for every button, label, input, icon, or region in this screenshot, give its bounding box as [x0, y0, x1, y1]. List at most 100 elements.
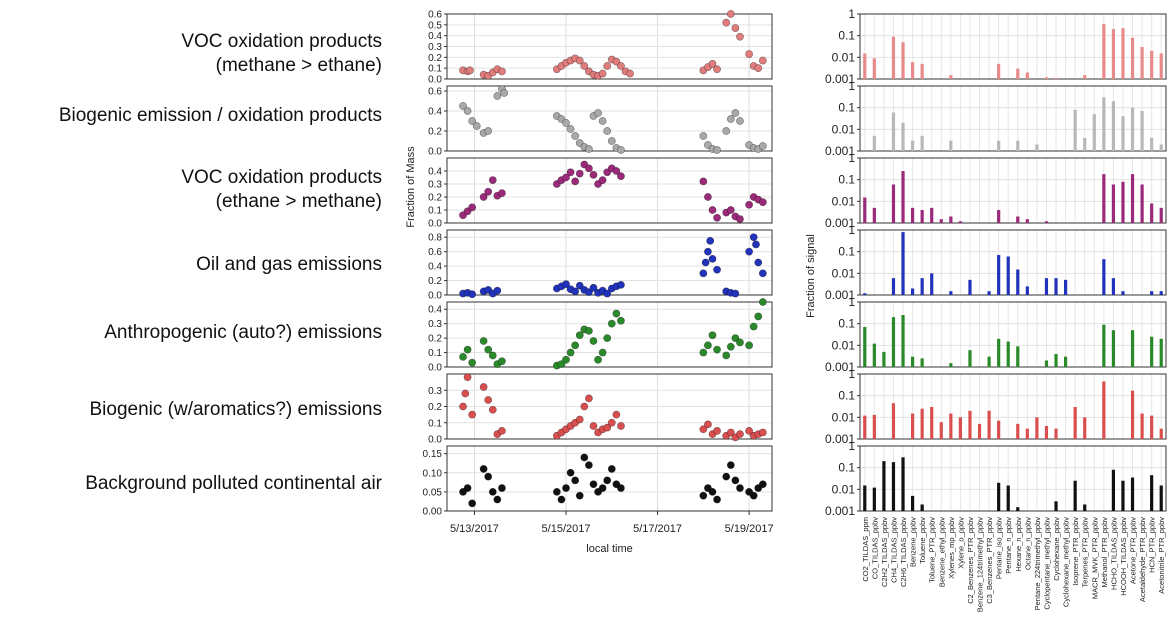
data-point: [557, 360, 566, 369]
bar: [1054, 78, 1058, 79]
data-point: [459, 102, 467, 110]
bar: [910, 288, 915, 295]
data-point: [575, 281, 584, 290]
data-point: [708, 206, 717, 214]
bar: [1044, 278, 1049, 295]
data-point: [468, 358, 477, 367]
data-point: [713, 345, 721, 354]
bar: [1025, 428, 1029, 439]
factor-label-6: Biogenic (w/aromatics?) emissions: [2, 398, 383, 422]
factor-label-line: (methane > ethane): [215, 55, 382, 76]
bar-y-tick-label: 0.01: [832, 338, 856, 352]
bar: [949, 363, 953, 367]
y-tick-label: 0.05: [423, 487, 443, 498]
data-point: [498, 357, 506, 366]
ts-panel-frame: [446, 445, 773, 512]
data-point: [701, 258, 710, 267]
bar: [949, 140, 953, 151]
y-tick-label: 0.4: [428, 107, 442, 118]
data-point: [736, 484, 744, 492]
category-label: Pentane_224trimethyl_ppbv: [1033, 517, 1042, 611]
bar: [1111, 330, 1116, 367]
data-point: [749, 322, 758, 331]
data-point: [498, 189, 506, 197]
y-tick-label: 0.3: [428, 42, 442, 53]
bar: [1044, 360, 1049, 367]
data-point: [704, 247, 712, 256]
bar: [1102, 259, 1106, 295]
bar: [997, 209, 1001, 223]
data-point: [589, 283, 598, 292]
bar: [1092, 114, 1096, 151]
category-label: CH4_TILDAS_ppbv: [889, 517, 898, 583]
bar: [1140, 413, 1144, 439]
data-point: [571, 132, 580, 140]
bar: [939, 422, 943, 439]
bar: [949, 75, 953, 79]
factor-label-line: Biogenic (w/aromatics?) emissions: [89, 399, 383, 420]
y-tick-label: 0.2: [428, 127, 442, 138]
bar: [910, 413, 915, 439]
bar: [1083, 75, 1087, 79]
bar: [901, 171, 905, 223]
bar: [1140, 111, 1144, 151]
data-point: [562, 280, 570, 289]
category-label: Cyclopentane_methyl_ppbv: [1042, 517, 1051, 610]
data-point: [498, 484, 506, 492]
data-point: [607, 319, 616, 328]
data-point: [589, 480, 598, 489]
data-point: [562, 173, 570, 182]
data-point: [726, 115, 735, 123]
factor-label-line: VOC oxidation products: [181, 31, 382, 52]
bar: [1025, 286, 1029, 295]
bar-y-tick-label: 0.1: [838, 101, 855, 115]
bar: [1054, 428, 1058, 439]
bar: [1121, 291, 1125, 295]
data-point: [580, 453, 589, 462]
bar: [891, 462, 896, 511]
data-point: [571, 177, 580, 186]
data-point: [575, 169, 584, 178]
data-point: [562, 119, 570, 127]
bar: [891, 278, 896, 295]
ts-panel-frame: [446, 373, 773, 440]
category-label: Hexane_n_ppbv: [1014, 517, 1023, 572]
bar-y-tick-label: 0.001: [825, 72, 855, 86]
bar: [920, 358, 924, 367]
data-point: [463, 484, 472, 492]
data-point: [758, 480, 767, 489]
category-label: C2H6_TILDAS_ppbv: [899, 517, 908, 587]
bar-y-tick-label: 0.1: [838, 389, 855, 403]
data-point: [557, 495, 566, 504]
bar-y-tick-label: 0.01: [832, 482, 856, 496]
bar: [997, 63, 1001, 79]
factor-label-line: Anthropogenic (auto?) emissions: [104, 322, 382, 343]
bar: [920, 135, 924, 151]
bar-y-tick-label: 0.1: [838, 29, 855, 43]
data-point: [754, 64, 763, 73]
bar: [949, 413, 953, 439]
data-point: [617, 316, 625, 325]
data-point: [484, 127, 493, 135]
y-tick-label: 0.3: [428, 180, 442, 191]
bar-y-tick-label: 0.01: [832, 50, 856, 64]
data-point: [726, 206, 735, 214]
bar: [1111, 278, 1116, 295]
bar: [1111, 469, 1116, 511]
bar-y-tick-label: 1: [848, 367, 855, 381]
bar: [910, 62, 915, 79]
data-point: [472, 122, 481, 130]
bar: [1159, 485, 1163, 511]
bar: [997, 420, 1001, 439]
bar: [1130, 174, 1135, 223]
bar: [1016, 507, 1020, 511]
data-point: [459, 402, 467, 411]
y-tick-label: 0.00: [423, 507, 443, 518]
factor-label-line: Oil and gas emissions: [196, 254, 382, 275]
data-point: [589, 170, 598, 179]
bar: [882, 461, 886, 511]
bar: [930, 273, 934, 295]
bar: [1121, 480, 1125, 511]
bar: [891, 317, 896, 367]
data-point: [699, 491, 708, 500]
